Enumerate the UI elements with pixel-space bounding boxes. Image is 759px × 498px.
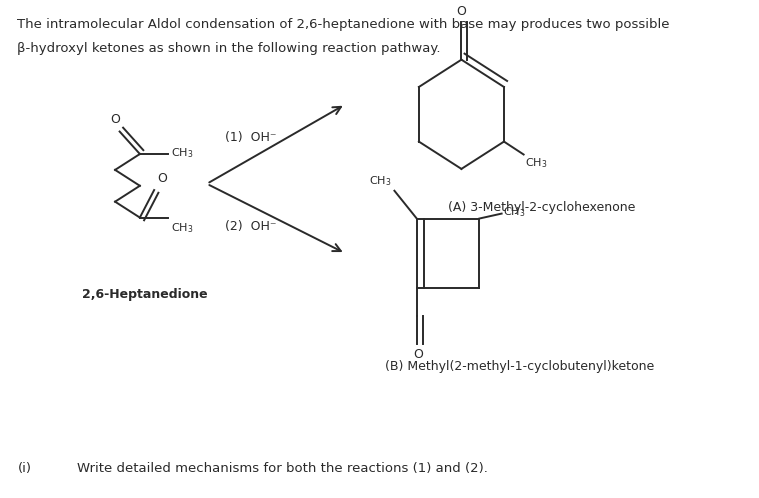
Text: CH$_3$: CH$_3$ bbox=[503, 206, 526, 220]
Text: 2,6-Heptanedione: 2,6-Heptanedione bbox=[82, 288, 207, 301]
Text: CH$_3$: CH$_3$ bbox=[525, 156, 548, 170]
Text: β-hydroxyl ketones as shown in the following reaction pathway.: β-hydroxyl ketones as shown in the follo… bbox=[17, 42, 441, 55]
Text: (1)  OH⁻: (1) OH⁻ bbox=[225, 130, 276, 143]
Text: O: O bbox=[456, 5, 466, 18]
Text: Write detailed mechanisms for both the reactions (1) and (2).: Write detailed mechanisms for both the r… bbox=[77, 462, 488, 475]
Text: (2)  OH⁻: (2) OH⁻ bbox=[225, 220, 276, 233]
Text: CH$_3$: CH$_3$ bbox=[171, 146, 194, 160]
Text: The intramolecular Aldol condensation of 2,6-heptanedione with base may produces: The intramolecular Aldol condensation of… bbox=[17, 18, 670, 31]
Text: CH$_3$: CH$_3$ bbox=[370, 174, 392, 188]
Text: (i): (i) bbox=[17, 462, 31, 475]
Text: O: O bbox=[110, 113, 120, 125]
Text: O: O bbox=[414, 348, 424, 361]
Text: (A) 3-Methyl-2-cyclohexenone: (A) 3-Methyl-2-cyclohexenone bbox=[448, 201, 635, 214]
Text: (B) Methyl(2-methyl-1-cyclobutenyl)ketone: (B) Methyl(2-methyl-1-cyclobutenyl)keton… bbox=[386, 360, 655, 373]
Text: CH$_3$: CH$_3$ bbox=[171, 222, 194, 236]
Text: O: O bbox=[157, 172, 167, 185]
